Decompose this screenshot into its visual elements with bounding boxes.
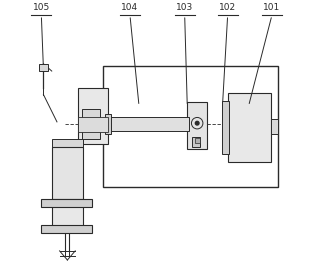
Bar (52, 139, 83, 149)
Text: 102: 102 (219, 3, 236, 12)
Bar (39, 64, 48, 71)
Bar (52, 199, 83, 227)
Bar (192, 137, 199, 147)
Bar (106, 117, 188, 131)
Text: 101: 101 (263, 3, 280, 12)
Bar (78, 117, 108, 132)
Text: 103: 103 (176, 3, 193, 12)
Text: 105: 105 (33, 3, 50, 12)
Bar (103, 66, 279, 187)
Circle shape (195, 121, 199, 125)
Bar (228, 93, 271, 162)
Text: 104: 104 (121, 3, 139, 12)
Bar (78, 88, 108, 144)
Bar (41, 199, 92, 206)
Bar (105, 114, 111, 134)
Bar (187, 102, 207, 149)
Bar (41, 225, 92, 233)
Bar (82, 109, 100, 139)
Bar (195, 138, 200, 143)
Bar (222, 101, 229, 155)
Bar (271, 119, 279, 134)
Bar (52, 147, 83, 201)
